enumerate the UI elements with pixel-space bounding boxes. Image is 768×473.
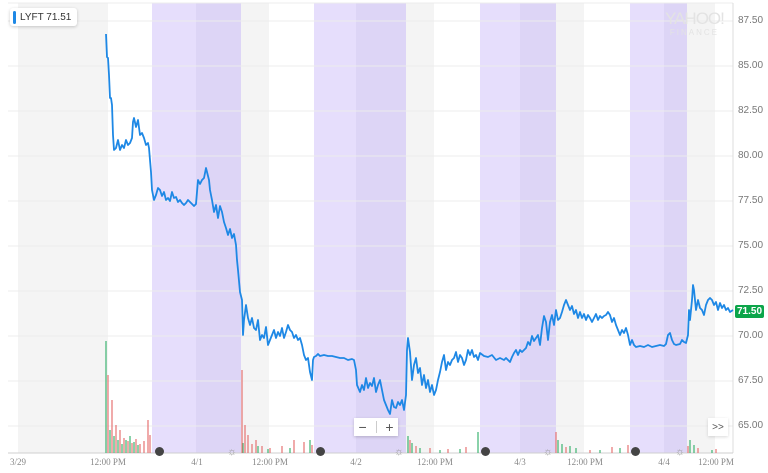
pre-market-band	[241, 3, 269, 453]
zoom-out-button[interactable]: −	[358, 419, 367, 435]
zoom-control: − +	[354, 418, 398, 436]
y-tick: 85.00	[738, 60, 764, 71]
y-tick: 82.50	[738, 105, 764, 116]
after-hours-band	[314, 3, 356, 453]
x-tick: 12:00 PM	[698, 457, 734, 467]
pre-market-sun-icon: ☼	[675, 446, 686, 458]
after-hours-moon-icon	[155, 447, 164, 456]
after-hours-band	[630, 3, 664, 453]
y-tick: 72.50	[738, 285, 764, 296]
pre-market-band	[406, 3, 434, 453]
watermark-line1: YAHOO!	[665, 9, 725, 28]
after-hours-moon-icon	[631, 447, 640, 456]
price-line	[105, 33, 734, 415]
pre-market-sun-icon: ☼	[227, 446, 238, 458]
overnight-band	[356, 3, 406, 453]
x-tick: 4/2	[350, 457, 362, 467]
y-tick: 80.00	[738, 150, 764, 161]
x-tick: 4/1	[191, 457, 203, 467]
after-hours-band	[480, 3, 520, 453]
y-tick: 67.50	[738, 375, 764, 386]
after-hours-moon-icon	[481, 447, 490, 456]
x-tick: 4/3	[514, 457, 526, 467]
y-tick: 75.00	[738, 240, 764, 251]
pre-market-sun-icon: ☼	[394, 446, 405, 458]
pre-market-band	[18, 3, 108, 453]
zoom-in-button[interactable]: +	[385, 419, 394, 435]
x-tick: 12:00 PM	[252, 457, 288, 467]
y-tick: 70.00	[738, 330, 764, 341]
x-tick: 4/4	[658, 457, 670, 467]
series-legend[interactable]: LYFT 71.51	[10, 8, 78, 26]
after-hours-band	[152, 3, 196, 453]
volume-bars	[105, 341, 717, 453]
zoom-separator	[375, 421, 377, 433]
overnight-band	[520, 3, 556, 453]
y-tick: 65.00	[738, 420, 764, 431]
x-tick: 12:00 PM	[90, 457, 126, 467]
scroll-right-button[interactable]: >>	[708, 418, 728, 436]
pre-market-sun-icon: ☼	[543, 446, 554, 458]
pre-market-band	[687, 3, 715, 453]
yahoo-finance-watermark: YAHOO! FINANCE	[665, 9, 725, 40]
pre-market-band	[556, 3, 584, 453]
x-tick: 12:00 PM	[567, 457, 603, 467]
y-tick: 77.50	[738, 195, 764, 206]
overnight-band	[196, 3, 241, 453]
legend-label: LYFT 71.51	[20, 11, 72, 23]
current-price-tag: 71.50	[735, 305, 765, 318]
watermark-line2: FINANCE	[669, 28, 719, 37]
x-tick: 12:00 PM	[417, 457, 453, 467]
y-tick: 87.50	[738, 15, 764, 26]
x-tick: 3/29	[9, 457, 27, 467]
series-color-swatch	[13, 10, 16, 24]
after-hours-moon-icon	[316, 447, 325, 456]
